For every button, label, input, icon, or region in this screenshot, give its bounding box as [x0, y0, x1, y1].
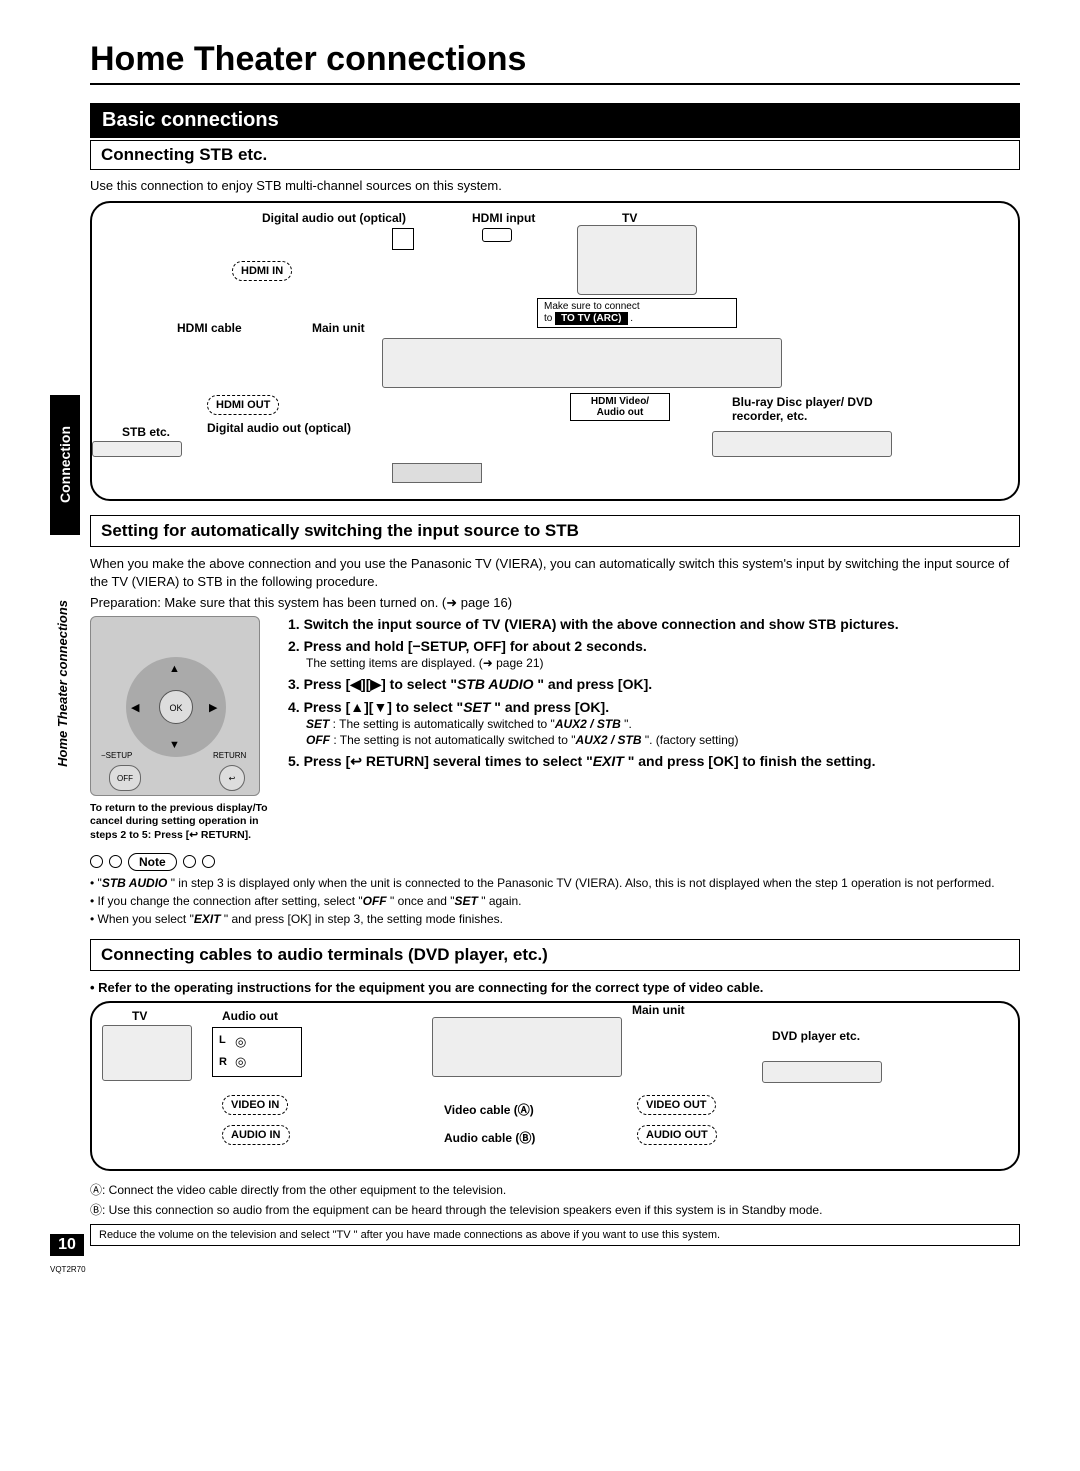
footnote-b: Ⓑ: Use this connection so audio from the…	[90, 1201, 1020, 1218]
step-3: 3. Press [◀][▶] to select "STB AUDIO " a…	[288, 676, 899, 693]
step-4-sub-off: OFF : The setting is not automatically s…	[306, 733, 899, 747]
d2-audio-out: Audio out	[222, 1009, 278, 1023]
label-tv: TV	[622, 211, 637, 225]
steps-list: 1. Switch the input source of TV (VIERA)…	[288, 616, 899, 843]
note-circle-icon	[109, 855, 122, 868]
main-unit-device-icon	[382, 338, 782, 388]
step-1: 1. Switch the input source of TV (VIERA)…	[288, 616, 899, 632]
d2-l: L	[219, 1034, 226, 1046]
d2-audio-out2: AUDIO OUT	[637, 1125, 717, 1145]
remote-setup-label: −SETUP	[101, 751, 132, 760]
page-title: Home Theater connections	[90, 40, 1020, 85]
player-device-icon	[712, 431, 892, 457]
step-2: 2. Press and hold [−SETUP, OFF] for abou…	[288, 638, 899, 670]
label-hdmi-input: HDMI input	[472, 211, 535, 225]
note-3: When you select "EXIT " and press [OK] i…	[90, 911, 1020, 927]
d2-tv: TV	[132, 1009, 147, 1023]
heading-auto-switch: Setting for automatically switching the …	[90, 515, 1020, 547]
para-auto-switch-1: When you make the above connection and y…	[90, 555, 1020, 590]
text-to: to	[544, 313, 552, 324]
label-stb-etc: STB etc.	[122, 425, 170, 439]
rca-icon: ◎	[235, 1054, 246, 1070]
remote-ok-button: OK	[159, 690, 193, 724]
connection-diagram-1: Digital audio out (optical) HDMI input T…	[90, 201, 1020, 501]
section-basic-connections: Basic connections	[90, 103, 1020, 138]
subsection-connecting-stb: Connecting STB etc.	[90, 140, 1020, 170]
d2-dvd: DVD player etc.	[772, 1029, 872, 1043]
note-header: Note	[90, 853, 1020, 871]
stb-device-icon	[92, 441, 182, 457]
d2-r: R	[219, 1056, 227, 1068]
d2-dvd-device-icon	[762, 1061, 882, 1083]
rca-icon: ◎	[235, 1034, 246, 1050]
d2-audio-panel: L R ◎ ◎	[212, 1027, 302, 1077]
up-arrow-icon: ▲	[169, 663, 180, 675]
note-circle-icon	[202, 855, 215, 868]
doc-code: VQT2R70	[50, 1265, 86, 1274]
label-hdmi-out: HDMI OUT	[207, 395, 279, 415]
remote-caption: To return to the previous display/To can…	[90, 802, 270, 843]
d2-tv-device-icon	[102, 1025, 192, 1081]
label-hdmi-cable: HDMI cable	[177, 321, 242, 335]
d2-audio-in: AUDIO IN	[222, 1125, 290, 1145]
d2-video-cable: Video cable (Ⓐ)	[444, 1101, 534, 1118]
hdmi-connector-icon	[482, 228, 512, 242]
step-2-sub: The setting items are displayed. (➜ page…	[306, 656, 899, 670]
side-label: Home Theater connections	[55, 600, 70, 767]
text-to-tv-arc: TO TV (ARC)	[555, 312, 627, 325]
left-arrow-icon: ◀	[131, 701, 139, 714]
label-digital-audio-optical: Digital audio out (optical)	[207, 421, 351, 435]
note-label: Note	[128, 853, 177, 871]
remote-box: OK ▲ ▼ ◀ ▶ OFF −SETUP ↩ RETURN To return…	[90, 616, 270, 843]
step-4-sub-set: SET : The setting is automatically switc…	[306, 717, 899, 731]
optical-cable-icon	[392, 463, 482, 483]
d2-main-unit-device-icon	[432, 1017, 622, 1077]
note-1: "STB AUDIO " in step 3 is displayed only…	[90, 875, 1020, 891]
refer-instructions: • Refer to the operating instructions fo…	[90, 979, 1020, 997]
side-tab-connection: Connection	[50, 395, 80, 535]
note-2: If you change the connection after setti…	[90, 893, 1020, 909]
note-circle-icon	[90, 855, 103, 868]
label-bluray-dvd: Blu-ray Disc player/ DVD recorder, etc.	[732, 395, 912, 423]
page-number: 10	[50, 1234, 84, 1256]
down-arrow-icon: ▼	[169, 739, 180, 751]
label-main-unit: Main unit	[312, 321, 365, 335]
d2-main-unit: Main unit	[632, 1003, 685, 1017]
d2-audio-cable: Audio cable (Ⓑ)	[444, 1129, 535, 1146]
step-4: 4. Press [▲][▼] to select "SET " and pre…	[288, 699, 899, 747]
text-make-sure: Make sure to connect	[544, 301, 640, 312]
label-hdmi-in: HDMI IN	[232, 261, 292, 281]
para-preparation: Preparation: Make sure that this system …	[90, 594, 1020, 612]
note-circle-icon	[183, 855, 196, 868]
label-digital-audio-out: Digital audio out (optical)	[262, 211, 406, 225]
optical-connector-icon	[392, 228, 414, 250]
step-5: 5. Press [↩ RETURN] several times to sel…	[288, 753, 899, 770]
heading-audio-terminals: Connecting cables to audio terminals (DV…	[90, 939, 1020, 971]
bottom-warning: Reduce the volume on the television and …	[90, 1224, 1020, 1246]
d2-video-out: VIDEO OUT	[637, 1095, 716, 1115]
remote-return-button: ↩	[219, 765, 245, 791]
connection-diagram-2: TV Audio out Main unit L R ◎ ◎ VIDEO IN …	[90, 1001, 1020, 1171]
remote-off-button: OFF	[109, 765, 141, 791]
remote-image: OK ▲ ▼ ◀ ▶ OFF −SETUP ↩ RETURN	[90, 616, 260, 796]
callout-make-sure: Make sure to connect to TO TV (ARC) .	[537, 298, 737, 328]
right-arrow-icon: ▶	[209, 701, 217, 714]
label-hdmi-video-audio: HDMI Video/ Audio out	[570, 393, 670, 421]
footnote-a: Ⓐ: Connect the video cable directly from…	[90, 1181, 1020, 1198]
remote-return-label: RETURN	[213, 751, 246, 760]
tv-device-icon	[577, 225, 697, 295]
d2-video-in: VIDEO IN	[222, 1095, 288, 1115]
intro-text: Use this connection to enjoy STB multi-c…	[90, 178, 1020, 193]
notes-list: "STB AUDIO " in step 3 is displayed only…	[90, 875, 1020, 928]
